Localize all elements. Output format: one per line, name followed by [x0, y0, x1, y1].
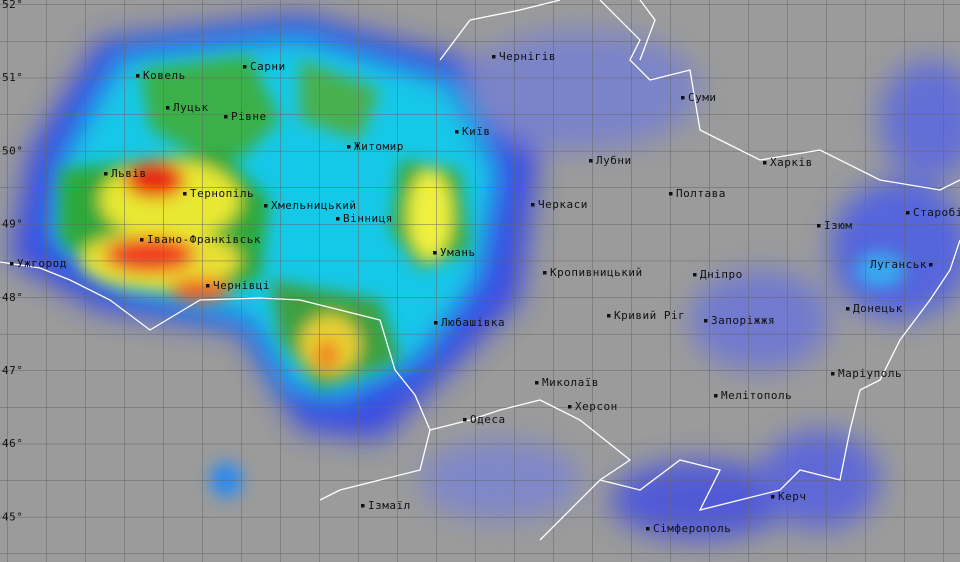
city-dot: [206, 284, 210, 288]
city-label: Харків: [770, 156, 813, 169]
city-dot: [463, 418, 467, 422]
city-dot: [434, 321, 438, 325]
city-label: Ізюм: [824, 219, 853, 232]
city-dot: [589, 159, 593, 163]
borders: [0, 0, 960, 541]
labels: 52° 51° 50° 49° 48° 47° 46° 45° Ковель Сарни Луцьк…: [2, 0, 960, 535]
city-dot: [607, 314, 611, 318]
city-label: Лубни: [596, 154, 632, 167]
city-label: Одеса: [470, 413, 506, 426]
city-label: Любашівка: [441, 316, 505, 329]
city-label: Ізмаїл: [368, 499, 411, 512]
city-label: Мелітополь: [721, 389, 792, 402]
city-dot: [243, 65, 247, 69]
city-dot: [166, 106, 170, 110]
city-label: Тернопіль: [190, 187, 254, 200]
city-label: Хмельницький: [271, 199, 356, 212]
city-dot: [224, 115, 228, 119]
city-dot: [831, 372, 835, 376]
city-label: Ковель: [143, 69, 186, 82]
city-dot: [361, 504, 365, 508]
lat-label: 50°: [2, 144, 23, 157]
city-label: Кропивницький: [550, 266, 643, 279]
city-label: Сарни: [250, 60, 286, 73]
city-dot: [531, 203, 535, 207]
city-label: Суми: [688, 91, 717, 104]
city-label: Полтава: [676, 187, 726, 200]
city-label: Чернівці: [213, 279, 270, 292]
city-dot: [771, 495, 775, 499]
city-label: Львів: [111, 167, 147, 180]
lat-label: 47°: [2, 364, 23, 377]
city-label: Івано-Франківськ: [147, 233, 261, 246]
city-dot: [136, 74, 140, 78]
city-dot: [763, 161, 767, 165]
city-label: Кривий Ріг: [614, 309, 685, 322]
city-dot: [347, 145, 351, 149]
city-label: Керч: [778, 490, 807, 503]
city-dot: [264, 204, 268, 208]
city-label: Запоріжжя: [711, 314, 775, 327]
lat-label: 49°: [2, 218, 23, 231]
city-dot: [433, 251, 437, 255]
city-dot: [568, 405, 572, 409]
city-label: Сімферополь: [653, 522, 731, 535]
lat-label: 45°: [2, 510, 23, 523]
city-dot: [543, 271, 547, 275]
city-dot: [140, 238, 144, 242]
city-label: Київ: [462, 125, 491, 138]
lat-label: 46°: [2, 437, 23, 450]
city-label: Донецьк: [853, 302, 903, 315]
city-label: Луганськ: [870, 258, 927, 271]
city-label: Умань: [440, 246, 476, 259]
city-dot: [714, 394, 718, 398]
city-label: Луцьк: [173, 101, 209, 114]
lat-label: 52°: [2, 0, 23, 11]
lat-label: 48°: [2, 291, 23, 304]
city-dot: [704, 319, 708, 323]
city-dot: [846, 307, 850, 311]
lat-label: 51°: [2, 71, 23, 84]
city-dot: [817, 224, 821, 228]
city-dot: [681, 96, 685, 100]
city-label: Рівне: [231, 110, 267, 123]
city-dot: [906, 211, 910, 215]
city-dot: [10, 262, 14, 266]
city-dot: [104, 172, 108, 176]
city-dot: [646, 527, 650, 531]
city-dot: [929, 263, 933, 267]
city-dot: [492, 55, 496, 59]
city-dot: [669, 192, 673, 196]
city-label: Маріуполь: [838, 367, 902, 380]
city-label: Черкаси: [538, 198, 588, 211]
city-label: Ужгород: [17, 257, 67, 270]
city-label: Вінниця: [343, 212, 393, 225]
city-label: Старобільськ: [913, 206, 960, 219]
city-dot: [693, 273, 697, 277]
city-dot: [183, 192, 187, 196]
city-label: Херсон: [575, 400, 618, 413]
city-label: Чернігів: [499, 50, 556, 63]
city-label: Миколаїв: [542, 376, 599, 389]
city-label: Дніпро: [700, 268, 743, 281]
city-dot: [535, 381, 539, 385]
city-dot: [455, 130, 459, 134]
city-label: Житомир: [354, 140, 404, 153]
city-dot: [336, 217, 340, 221]
